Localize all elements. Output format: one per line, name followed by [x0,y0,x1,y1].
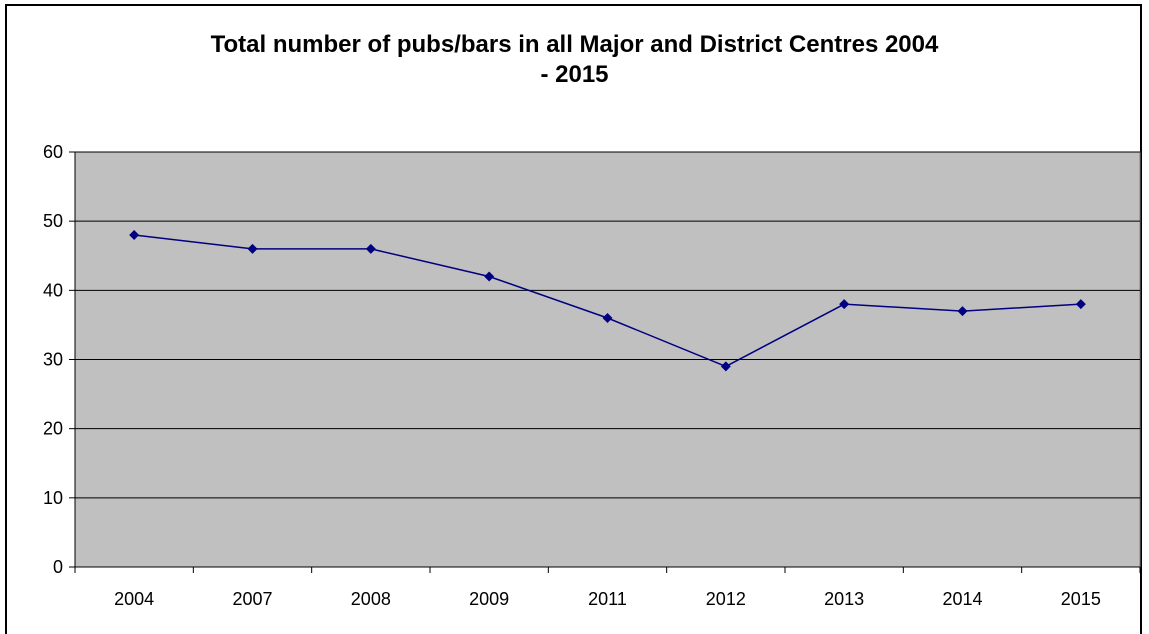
y-tick-label: 50 [43,211,63,231]
data-point-marker [720,361,731,372]
y-tick-label: 0 [53,557,63,577]
data-point-marker [957,306,968,317]
x-tick-label: 2012 [706,589,746,609]
y-tick-label: 40 [43,280,63,300]
data-point-marker [839,299,850,310]
chart-title: Total number of pubs/bars in all Major a… [0,30,1149,90]
y-tick-label: 20 [43,419,63,439]
y-tick-label: 60 [43,142,63,162]
y-tick-label: 10 [43,488,63,508]
x-tick-label: 2004 [114,589,154,609]
series-group [129,230,1086,372]
chart-title-line-1: Total number of pubs/bars in all Major a… [210,31,939,58]
x-tick-label: 2009 [469,589,509,609]
x-tick-label: 2013 [824,589,864,609]
data-point-marker [1075,299,1086,310]
y-tick-label: 30 [43,350,63,370]
data-point-marker [365,243,376,254]
gridlines [75,151,1140,499]
chart-title-line-2: - 2015 [540,61,609,88]
x-tick-label: 2011 [588,589,627,609]
x-tick-label: 2015 [1061,589,1101,609]
x-tick-label: 2007 [232,589,272,609]
x-tick-label: 2008 [351,589,391,609]
x-axis: 2004 2007 2008 2009 2011 2012 2013 2014 2015 [74,566,1141,609]
data-point-marker [602,313,613,323]
data-point-marker [247,243,258,254]
data-point-marker [129,230,140,240]
data-point-marker [484,271,495,282]
y-axis: 0 10 20 30 40 50 60 [43,142,76,577]
x-tick-label: 2014 [942,589,982,609]
